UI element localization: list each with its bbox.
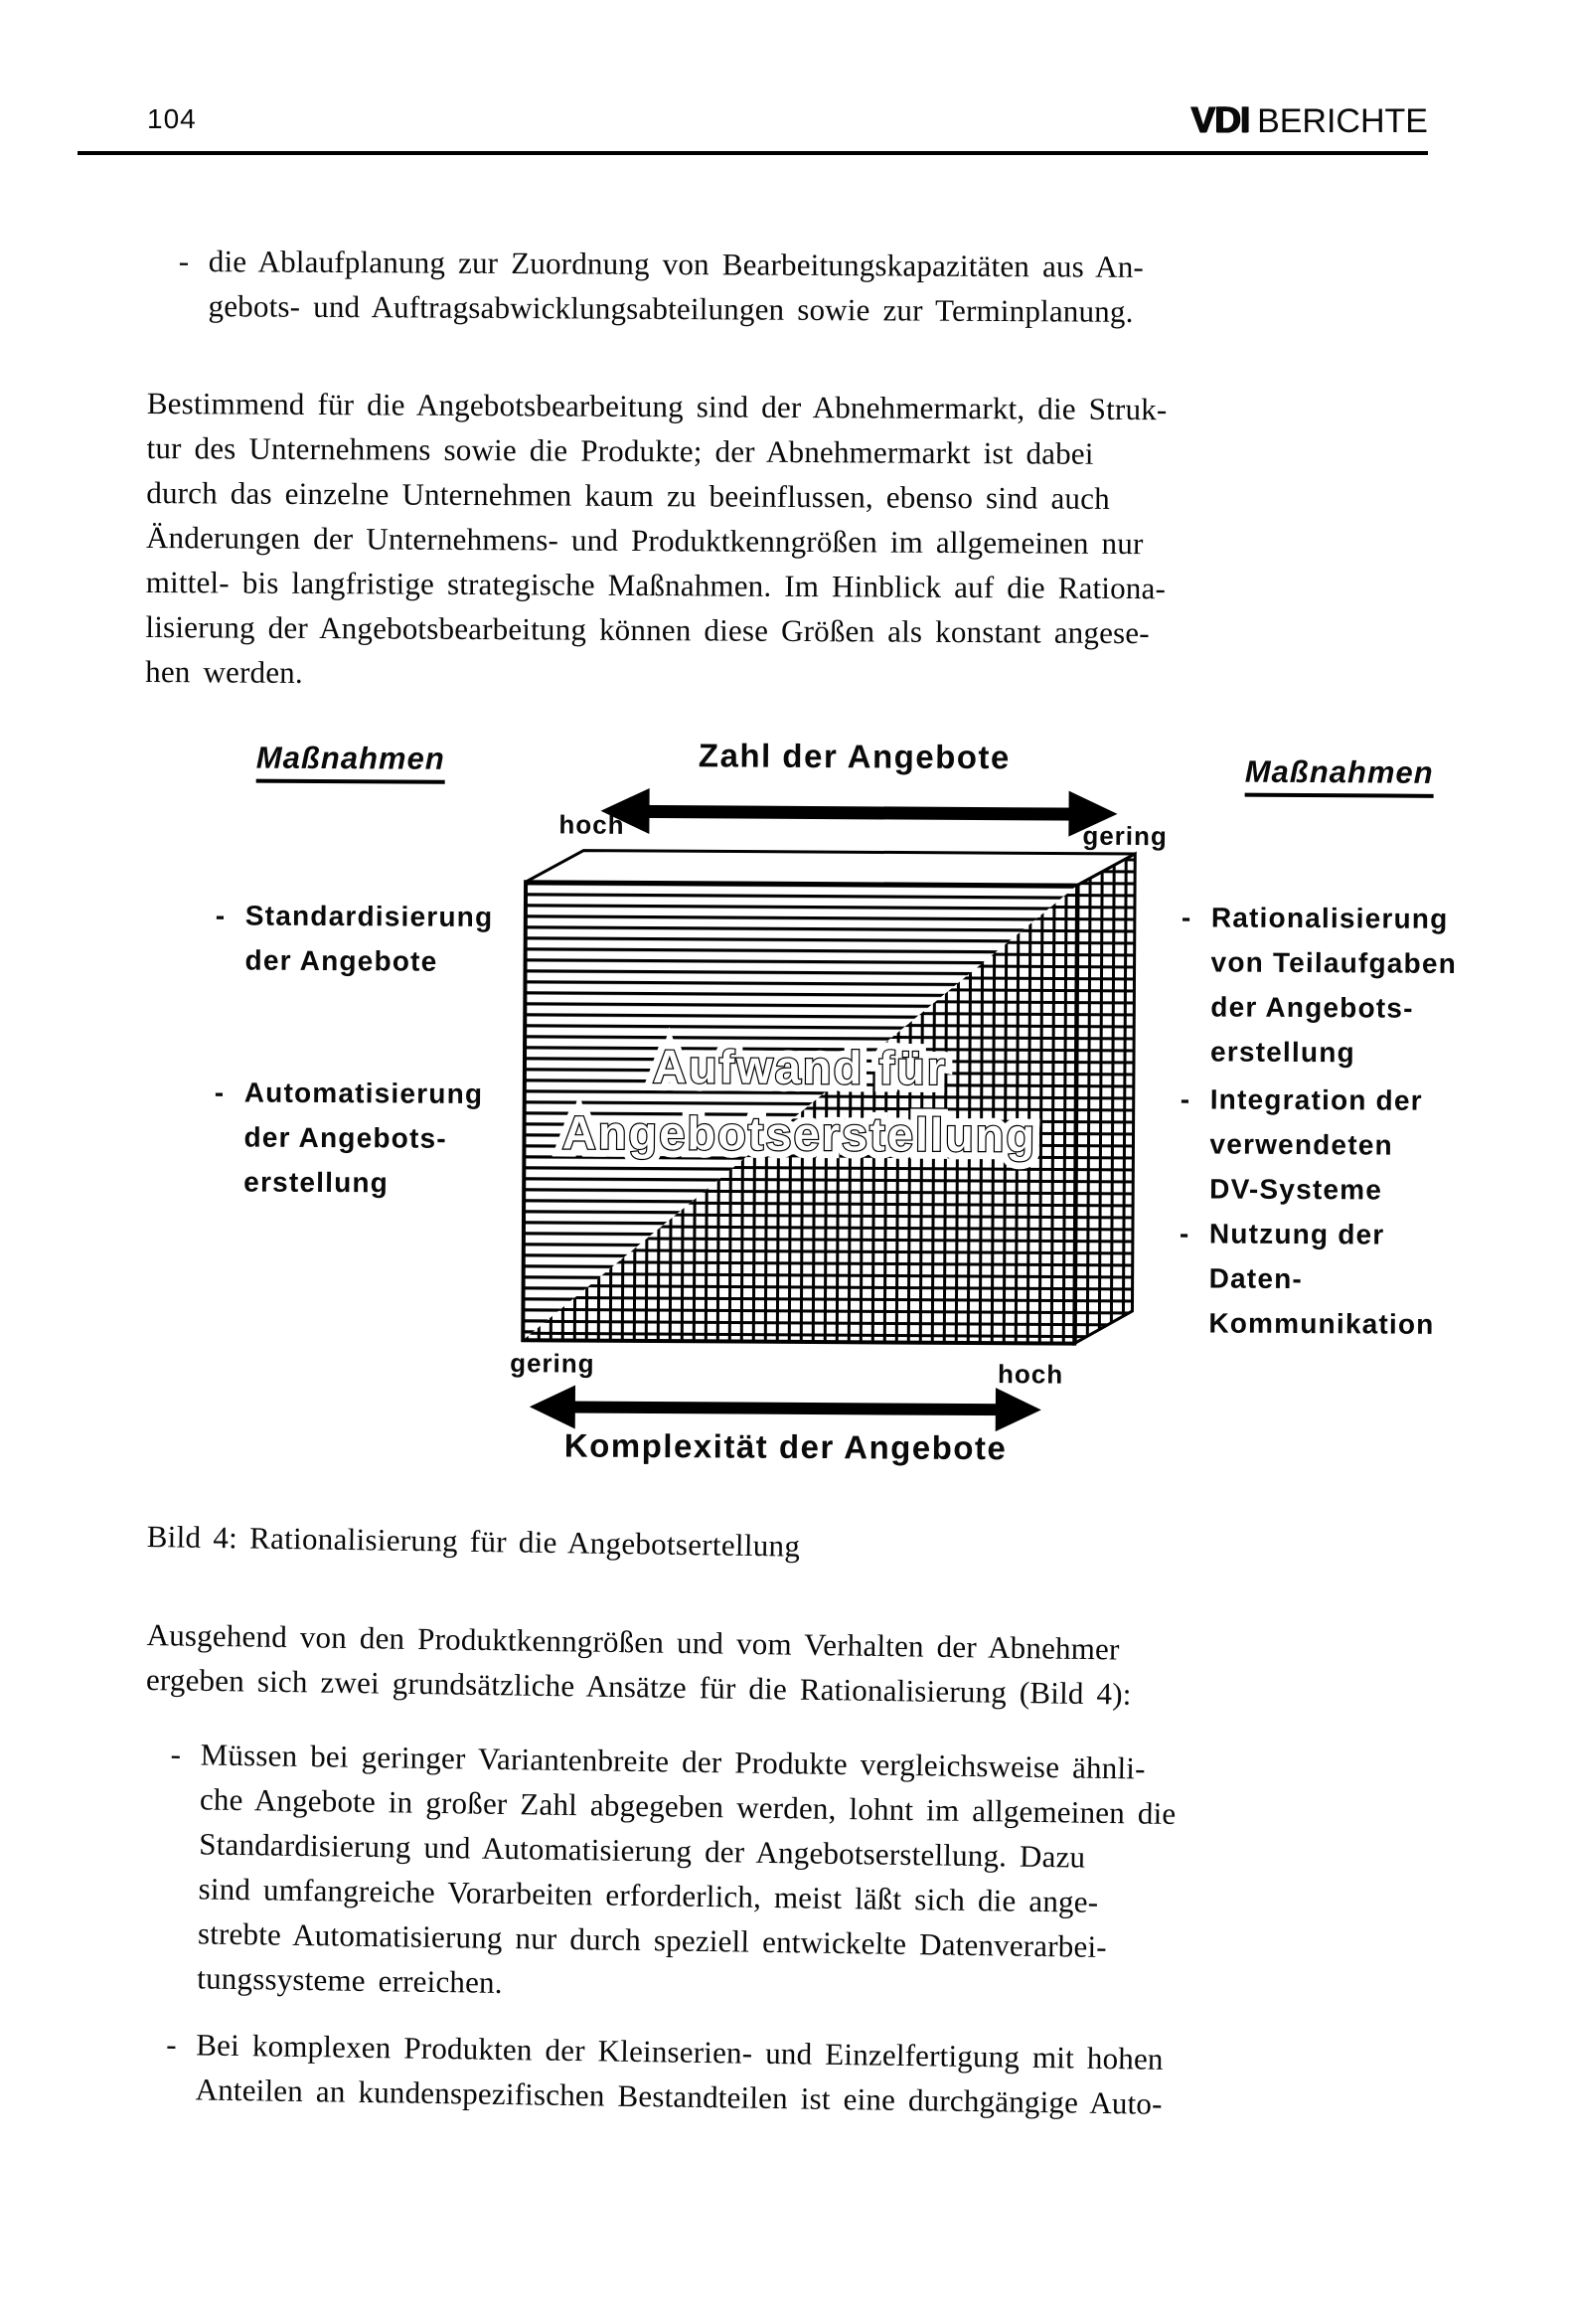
box-label-line2: Angebotserstellung xyxy=(562,1105,1037,1161)
figure-bild-4: Maßnahmen Zahl der Angebote Maßnahmen ho… xyxy=(0,731,1577,1511)
bottom-axis-right-end-label: hoch xyxy=(997,1359,1064,1390)
box-label-halo-line1: Aufwand für xyxy=(653,1040,947,1094)
box-top-face xyxy=(525,849,1136,888)
right-measures-heading: Maßnahmen xyxy=(1244,753,1434,798)
header-rule xyxy=(78,151,1428,155)
bullet-marker: - xyxy=(178,243,190,279)
box-label-line1: Aufwand für xyxy=(653,1040,947,1094)
bottom-axis-arrow xyxy=(529,1385,1041,1432)
item-text: Automatisierung der Angebots- erstellung xyxy=(243,1077,484,1199)
item-marker: - xyxy=(1181,902,1191,933)
item-text: Nutzung der Daten- Kommunikation xyxy=(1208,1218,1435,1340)
paragraph: Ausgehend von den Produktkenngrößen und … xyxy=(145,1616,1132,1712)
bullet-text: Müssen bei geringer Variantenbreite der … xyxy=(197,1737,1177,2000)
left-measure-item: - Automatisierung der Angebots- erstellu… xyxy=(214,1070,523,1206)
offer-effort-diagram: Aufwand für Angebotserstellung Aufwand f… xyxy=(521,787,1137,1432)
item-text: Integration der verwendeten DV-Systeme xyxy=(1209,1083,1423,1206)
front-face-outline xyxy=(521,880,1080,1346)
brand: VDI BERICHTE xyxy=(1190,99,1428,141)
top-axis-title: Zahl der Angebote xyxy=(698,737,1011,776)
bullet-text: Bei komplexen Produkten der Kleinserien-… xyxy=(195,2027,1164,2121)
bottom-axis-left-end-label: gering xyxy=(510,1348,595,1379)
list-item: - die Ablaufplanung zur Zuordnung von Be… xyxy=(178,239,1461,336)
bullet-marker: - xyxy=(170,1736,182,1772)
left-measures-heading: Maßnahmen xyxy=(255,740,445,784)
item-marker: - xyxy=(214,1077,225,1108)
brand-name: BERICHTE xyxy=(1257,102,1428,140)
list-item: - Bei komplexen Produkten der Kleinserie… xyxy=(165,2022,1498,2131)
list-item: - Müssen bei geringer Variantenbreite de… xyxy=(167,1732,1502,2020)
box-side-face xyxy=(1072,851,1137,1347)
right-measure-item: - Integration der verwendeten DV-Systeme xyxy=(1180,1077,1508,1213)
bullet-list: - Müssen bei geringer Variantenbreite de… xyxy=(165,1732,1502,2131)
vdi-logo: VDI xyxy=(1190,99,1250,140)
item-marker: - xyxy=(1179,1218,1189,1249)
top-axis-arrow xyxy=(600,787,1118,837)
box-label-halo-line2: Angebotserstellung xyxy=(562,1105,1037,1161)
right-measure-item: - Rationalisierung von Teilaufgaben der … xyxy=(1181,895,1509,1076)
item-marker: - xyxy=(1180,1083,1190,1115)
bullet-marker: - xyxy=(166,2026,177,2063)
item-marker: - xyxy=(215,900,226,931)
front-face-lines xyxy=(523,882,1078,1341)
left-measure-item: - Standardisierung der Angebote xyxy=(215,893,524,984)
page-number: 104 xyxy=(147,103,197,134)
bottom-axis-title: Komplexität der Angebote xyxy=(563,1426,1008,1467)
item-text: Standardisierung der Angebote xyxy=(244,900,494,977)
front-face-grid xyxy=(523,885,1078,1344)
item-text: Rationalisierung von Teilaufgaben der An… xyxy=(1209,902,1458,1069)
bullet-text: die Ablaufplanung zur Zuordnung von Bear… xyxy=(208,244,1145,329)
right-measure-item: - Nutzung der Daten- Kommunikation xyxy=(1179,1211,1507,1347)
paragraph: Bestimmend für die Angebotsbearbeitung s… xyxy=(145,385,1168,690)
figure-caption: Bild 4: Rationalisierung für die Angebot… xyxy=(146,1519,801,1564)
